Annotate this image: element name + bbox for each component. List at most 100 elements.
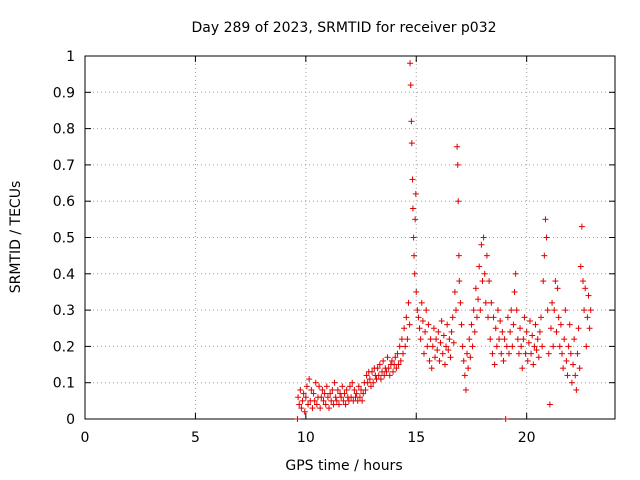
data-point <box>518 343 525 350</box>
data-point <box>489 350 496 357</box>
data-point <box>514 336 521 343</box>
data-point <box>499 328 506 335</box>
data-point <box>395 361 402 368</box>
data-point <box>394 350 401 357</box>
data-point <box>577 263 584 270</box>
data-point <box>408 140 415 147</box>
data-point <box>533 347 540 354</box>
data-point <box>434 347 441 354</box>
y-tick-label: 0.9 <box>53 85 75 101</box>
data-point <box>428 365 435 372</box>
data-point <box>545 350 552 357</box>
data-point <box>425 321 432 328</box>
data-point <box>444 321 451 328</box>
data-point <box>339 383 346 390</box>
data-point <box>540 278 547 285</box>
data-point <box>426 357 433 364</box>
data-point <box>341 390 348 397</box>
data-point <box>563 357 570 364</box>
data-point <box>543 234 550 241</box>
data-point <box>485 314 492 321</box>
data-point <box>313 401 320 408</box>
data-point <box>585 292 592 299</box>
x-tick-label: 10 <box>297 430 315 446</box>
data-point <box>538 314 545 321</box>
data-point <box>415 314 422 321</box>
data-point <box>401 325 408 332</box>
data-point <box>446 336 453 343</box>
data-point <box>451 288 458 295</box>
data-point <box>526 317 533 324</box>
data-point <box>427 336 434 343</box>
data-point <box>475 296 482 303</box>
data-point <box>462 386 469 393</box>
data-point <box>529 332 536 339</box>
data-point <box>367 383 374 390</box>
data-point <box>490 314 497 321</box>
data-point <box>570 361 577 368</box>
data-point <box>412 190 419 197</box>
data-point <box>422 328 429 335</box>
data-point <box>435 328 442 335</box>
data-point <box>351 386 358 393</box>
data-point <box>449 314 456 321</box>
data-point <box>353 390 360 397</box>
data-point <box>386 372 393 379</box>
data-point <box>582 285 589 292</box>
data-point <box>329 386 336 393</box>
data-point <box>465 365 472 372</box>
data-point <box>305 401 312 408</box>
y-tick-label: 0.6 <box>53 194 75 210</box>
data-point <box>551 307 558 314</box>
data-point <box>506 350 512 357</box>
data-point <box>486 278 493 285</box>
data-point <box>331 379 338 386</box>
data-point <box>316 383 323 390</box>
data-point <box>544 307 551 314</box>
data-point <box>416 325 423 332</box>
data-point <box>360 390 367 397</box>
data-point <box>441 361 448 368</box>
data-point <box>319 386 326 393</box>
data-point <box>552 278 559 285</box>
data-point <box>521 314 528 321</box>
data-point <box>381 372 388 379</box>
data-point <box>362 386 369 393</box>
data-point <box>445 347 452 354</box>
data-point <box>411 270 418 277</box>
data-point <box>443 343 450 350</box>
data-point <box>532 321 539 328</box>
data-point <box>507 328 514 335</box>
data-point <box>515 350 522 357</box>
data-point <box>534 336 541 343</box>
data-point <box>408 118 415 125</box>
data-point <box>562 307 569 314</box>
data-point <box>309 405 316 412</box>
x-tick-label: 5 <box>191 430 200 446</box>
data-point <box>343 386 350 393</box>
data-point <box>397 357 404 364</box>
data-point <box>539 343 546 350</box>
data-point <box>335 401 342 408</box>
data-point <box>583 343 590 350</box>
data-point <box>478 241 485 248</box>
data-point <box>369 368 376 375</box>
data-point <box>400 350 406 357</box>
data-point <box>464 350 471 357</box>
data-point <box>338 394 345 401</box>
y-tick-label: 1 <box>66 49 75 65</box>
data-point <box>440 332 447 339</box>
data-point <box>384 354 391 361</box>
data-point <box>553 328 560 335</box>
data-point <box>396 343 403 350</box>
data-point <box>380 357 387 364</box>
data-point <box>453 307 459 314</box>
y-tick-label: 0.1 <box>53 376 75 392</box>
data-point <box>509 343 516 350</box>
data-point <box>500 357 507 364</box>
data-point <box>392 354 399 361</box>
data-point <box>557 321 564 328</box>
data-point <box>568 379 575 386</box>
data-point <box>513 307 520 314</box>
